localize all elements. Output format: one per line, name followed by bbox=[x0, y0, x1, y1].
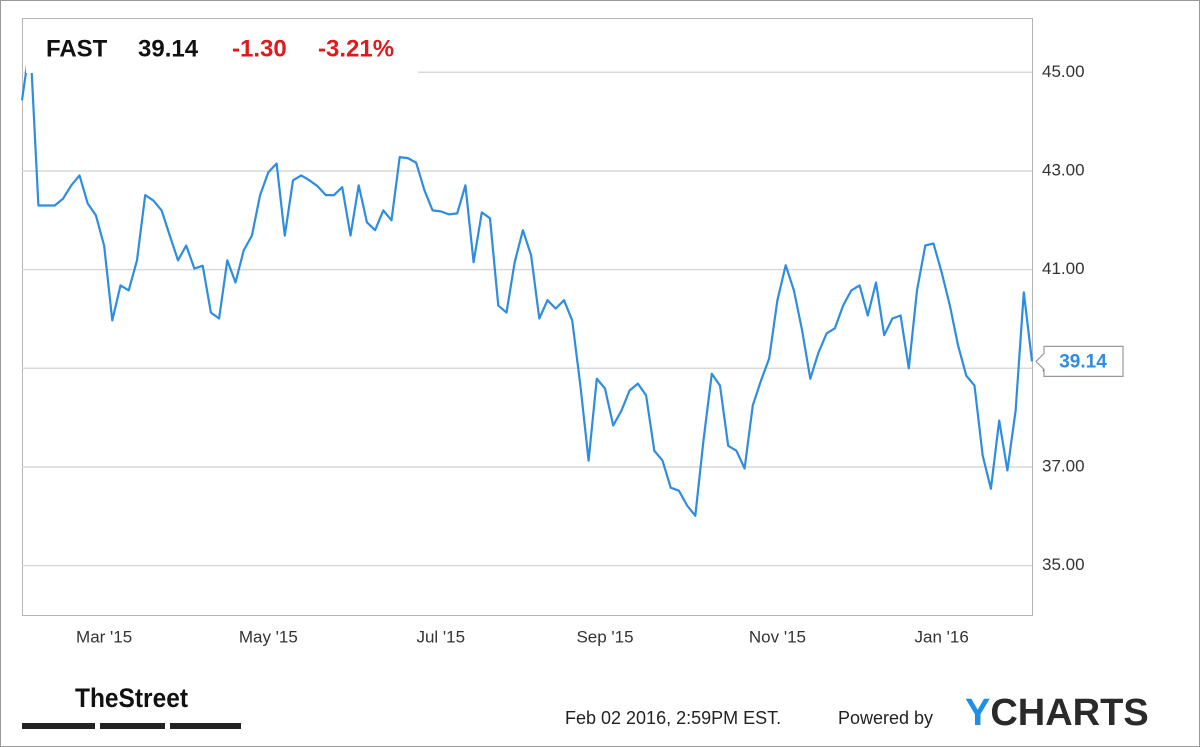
change: -1.30 bbox=[232, 35, 287, 62]
price-callout-box bbox=[1035, 345, 1124, 377]
source-logo: TheStreet bbox=[75, 683, 188, 713]
plot bbox=[20, 41, 1034, 517]
x-tick-label: Sep '15 bbox=[576, 627, 633, 646]
price: 39.14 bbox=[138, 35, 199, 62]
x-tick-label: May '15 bbox=[239, 627, 298, 646]
timestamp: Feb 02 2016, 2:59PM EST. bbox=[565, 708, 781, 728]
logo-bar bbox=[22, 723, 95, 729]
brand-logo: YCHARTS bbox=[965, 692, 1149, 734]
ticker: FAST bbox=[46, 35, 108, 62]
change-pct: -3.21% bbox=[318, 35, 394, 62]
plot-frame bbox=[22, 18, 1033, 616]
price-line bbox=[20, 41, 1034, 517]
y-tick-label: 37.00 bbox=[1042, 456, 1085, 475]
x-tick-label: Nov '15 bbox=[749, 627, 806, 646]
price-callout: 39.14 bbox=[1059, 351, 1107, 372]
x-tick-label: Jul '15 bbox=[416, 627, 465, 646]
y-tick-label: 41.00 bbox=[1042, 259, 1085, 278]
logo-bar bbox=[170, 723, 241, 729]
x-tick-label: Mar '15 bbox=[76, 627, 132, 646]
y-tick-label: 35.00 bbox=[1042, 555, 1085, 574]
header-box bbox=[26, 25, 418, 73]
logo-bar bbox=[100, 723, 165, 729]
y-tick-label: 43.00 bbox=[1042, 160, 1085, 179]
y-tick-label: 45.00 bbox=[1042, 62, 1085, 81]
powered-by: Powered by bbox=[838, 708, 933, 728]
x-tick-label: Jan '16 bbox=[915, 627, 969, 646]
